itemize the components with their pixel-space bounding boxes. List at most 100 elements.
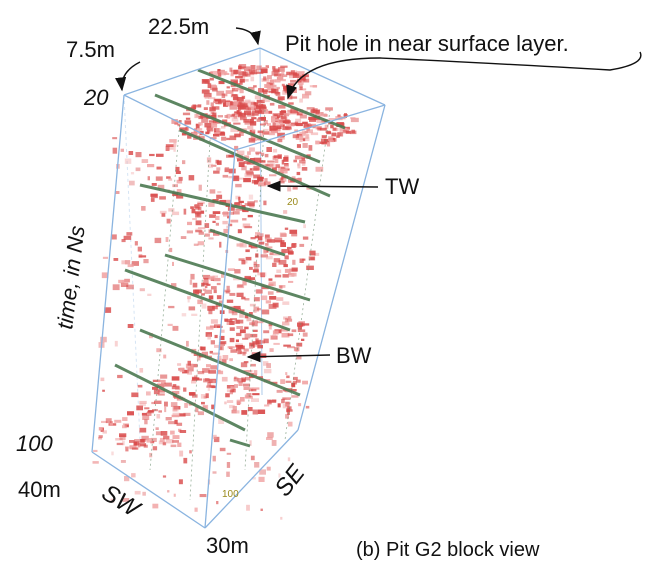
reflection-voxel [222,355,229,360]
reflection-voxel [245,376,251,381]
reflection-voxel [173,408,178,412]
box-edge-top-back [234,104,386,151]
reflection-voxel [337,132,344,137]
reflection-voxel [273,68,280,74]
reflection-voxel [258,476,265,482]
reflection-voxel [232,175,240,182]
reflection-voxel [297,325,302,330]
reflection-voxel [204,96,209,99]
reflection-voxel [217,355,222,361]
reflection-voxel [165,417,172,421]
reflection-voxel [180,236,187,239]
reflection-voxel [175,170,181,174]
reflection-voxel [241,260,246,265]
reflection-voxel [248,69,255,74]
reflection-voxel [257,321,264,324]
reflection-voxel [158,410,162,413]
reflection-voxel [172,184,178,188]
reflection-voxel [272,262,277,267]
reflection-voxel [299,86,303,90]
reflection-voxel [259,160,266,163]
reflection-voxel [274,240,283,243]
reflection-voxel [229,320,235,325]
reflection-voxel [154,400,162,404]
reflection-voxel [237,378,243,383]
reflection-voxel [125,446,132,449]
reflection-voxel [146,412,152,416]
reflection-voxel [286,375,290,379]
reflection-voxel [235,195,240,200]
reflection-voxel [155,176,163,181]
reflection-voxel [277,138,283,143]
reflection-voxel [254,200,258,203]
reflection-voxel [226,137,230,141]
reflection-voxel [330,124,334,129]
reflection-voxel [235,88,243,91]
reflection-voxel [272,167,277,172]
reflection-voxel [236,97,244,102]
reflection-voxel [229,105,238,110]
reflection-voxel [271,334,277,339]
reflection-voxel [321,135,327,139]
reflection-voxel [201,89,210,94]
reflection-voxel [210,340,215,345]
reflection-voxel [183,412,191,416]
reflection-voxel [292,134,299,139]
reflection-voxel [202,404,209,411]
reflection-voxel [268,281,276,287]
reflection-voxel [212,275,218,278]
reflection-voxel [264,178,268,182]
reflection-voxel [264,234,270,239]
reflection-voxel [243,348,249,352]
reflection-voxel [266,123,271,126]
reflection-voxel [237,158,244,162]
reflection-voxel [247,151,251,155]
reflection-voxel [204,123,212,128]
reflection-voxel [279,285,283,289]
reflection-voxel [93,449,98,452]
reflection-voxel [179,127,187,131]
reflection-voxel [292,381,297,385]
reflection-voxel [233,122,241,125]
reflection-voxel [224,318,233,322]
reflection-voxel [208,237,214,240]
reflection-voxel [155,431,162,436]
reflection-voxel [235,75,243,79]
reflection-voxel [278,67,285,72]
reflection-voxel [172,325,179,331]
reflection-voxel [219,341,227,345]
reflection-voxel [197,201,205,205]
reflection-voxel [250,65,256,70]
reflection-voxel [197,206,202,211]
reflection-voxel [278,473,281,478]
reflection-voxel [181,313,187,317]
reflection-voxel [176,422,183,426]
reflection-voxel [275,92,281,97]
reflection-voxel [156,348,162,353]
reflection-voxel [182,112,191,116]
reflection-voxel [291,329,297,333]
reflection-voxel [156,166,162,170]
reflection-voxel [230,127,239,133]
reflection-voxel [195,124,200,129]
reflection-voxel [177,442,182,447]
reflection-voxel [168,305,175,309]
reflection-voxel [187,360,191,366]
reflection-voxel [142,491,146,496]
reflection-voxel [280,115,287,120]
reflection-voxel [303,224,306,229]
arrow-22-5m [235,27,261,46]
profile-line [149,119,181,471]
reflection-voxel [243,386,250,390]
reflection-voxel [204,286,208,289]
reflection-voxel [249,266,253,270]
box-edge-back-left [123,94,141,441]
reflection-voxel [258,241,265,245]
reflection-voxel [234,202,240,206]
reflection-voxel [201,293,205,296]
reflection-voxel [199,494,207,498]
reflection-voxel [282,126,291,131]
reflection-voxel [319,127,327,131]
reflection-voxel [215,222,219,226]
